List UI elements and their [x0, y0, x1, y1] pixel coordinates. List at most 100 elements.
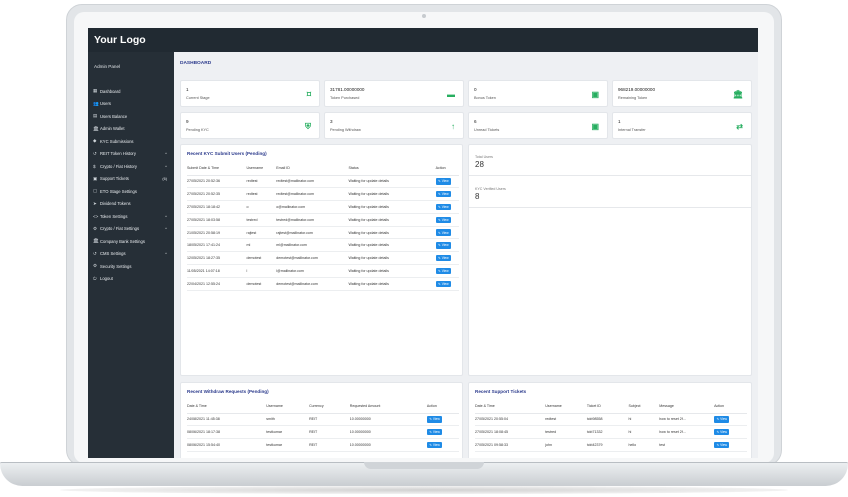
edit-icon: ✎ [438, 268, 442, 273]
ticket-icon: ▣ [93, 175, 98, 181]
edit-icon: ✎ [438, 243, 442, 248]
table-row: 22/04/2021 12:55:24 demotest demotest@mail… [187, 277, 459, 291]
table-row: 24/08/2021 11:45:38 smith REIT 10.00000000 ✎… [187, 413, 459, 427]
stat-card: 1 Internal Transfer ⇄ [612, 112, 752, 139]
view-button[interactable]: ✎ View [435, 229, 452, 236]
chevron-up-icon[interactable]: ^ [165, 226, 167, 232]
view-button-label: View [441, 243, 449, 248]
table-cell: ✎ View [435, 226, 459, 240]
sidebar-item[interactable]: <> Token Settings ^ [93, 210, 173, 223]
sidebar-item[interactable]: ▢ ETO Stage Settings [93, 185, 173, 198]
stat-label: Pending KYC [186, 128, 209, 132]
view-button[interactable]: ✎ View [435, 203, 452, 211]
view-button[interactable]: ✎ View [426, 441, 443, 449]
table-cell: 08/06/2021 15:54:40 [187, 438, 267, 452]
logo[interactable]: Your Logo [94, 34, 146, 46]
sidebar-item[interactable]: 🏛 Admin Wallet [93, 123, 173, 136]
bookmark-icon: ⌑ [306, 90, 311, 99]
column-header: Action [426, 400, 459, 414]
chevron-up-icon[interactable]: ^ [165, 163, 167, 169]
edit-icon: ✎ [716, 442, 721, 447]
view-button[interactable]: ✎ View [435, 242, 452, 249]
table-cell: redtest [246, 187, 277, 202]
exchange-icon: ⇄ [736, 122, 743, 131]
table-cell: ✎ View [426, 413, 459, 427]
summary-divider [469, 207, 751, 208]
sidebar-item-label: ETO Stage Settings [100, 188, 137, 194]
table-row: 27/05/2021 18:18:42 o o@mailinator.com Wait… [187, 200, 459, 214]
sidebar-item[interactable]: ▣ Support Tickets (6) [93, 173, 173, 186]
chevron-up-icon[interactable]: ^ [165, 251, 167, 257]
sidebar-item[interactable]: ↺ REIT Token History ^ [93, 148, 173, 161]
sidebar-item[interactable]: 🏛 Company Bank Settings [93, 235, 173, 248]
sidebar-item[interactable]: $ Crypto / Fiat History ^ [93, 160, 173, 173]
table-cell: REIT [309, 413, 350, 427]
view-button-label: View [720, 417, 727, 422]
edit-icon: ✎ [429, 442, 433, 447]
total-users-value: 28 [475, 160, 484, 169]
table-cell: ml [246, 238, 277, 253]
table-cell: Waiting for update details [348, 238, 436, 253]
table-header-row: Submit Date & Time Username Email ID Status… [187, 162, 459, 176]
view-button[interactable]: ✎ View [435, 254, 452, 262]
table-cell: demotest [246, 251, 277, 266]
sidebar-item[interactable]: ◆ KYC Submissions [93, 135, 173, 148]
sidebar-item[interactable]: ⚙ Security Settings [93, 260, 173, 273]
table-cell: testred [246, 213, 277, 227]
sidebar-menu: ▦ Dashboard 👥 Users ▤ Users Balance 🏛 Admin Wal… [93, 85, 173, 285]
table-row: 27/05/2021 18:03:58 testred testred@mailin… [187, 213, 459, 227]
stat-value: 1 [186, 87, 189, 92]
table-cell: redtest@mailinator.com [276, 175, 349, 189]
view-button-label: View [441, 230, 449, 235]
column-header: Requested Amount [349, 400, 427, 414]
summary-divider [469, 175, 751, 176]
edit-icon: ✎ [438, 192, 442, 197]
sidebar-item[interactable]: 👥 Users [93, 98, 173, 111]
column-header: Ticket ID [586, 400, 629, 414]
sidebar-item[interactable]: ➤ Dividend Tokens [93, 198, 173, 211]
table-cell: Waiting for update details [348, 264, 436, 278]
sidebar-item[interactable]: ⏻ Logout [93, 273, 173, 286]
table-cell: o@mailinator.com [276, 200, 349, 214]
edit-icon: ✎ [716, 417, 721, 422]
view-button[interactable]: ✎ View [435, 280, 452, 287]
table-cell: ✎ View [435, 264, 459, 278]
stat-card: 31781.00000000 Token Purchased ▬ [324, 80, 464, 107]
view-button[interactable]: ✎ View [435, 191, 452, 198]
balance-icon: ▤ [93, 113, 98, 119]
stat-card: 6 Unread Tickets ▣ [468, 112, 608, 139]
table-cell: john [545, 438, 587, 452]
briefcase-icon: ▬ [447, 90, 455, 99]
sidebar-item[interactable]: ▤ Users Balance [93, 110, 173, 123]
table-cell: REIT [309, 438, 350, 452]
table-cell: 21/05/2021 20:58:19 [187, 226, 247, 240]
view-button[interactable]: ✎ View [435, 267, 452, 275]
view-button[interactable]: ✎ View [435, 216, 452, 223]
table-cell: smith [266, 413, 310, 427]
view-button[interactable]: ✎ View [426, 416, 443, 423]
view-button[interactable]: ✎ View [435, 178, 452, 185]
view-button[interactable]: ✎ View [426, 429, 443, 436]
table-cell: rajtest@mailinator.com [276, 226, 349, 240]
view-button[interactable]: ✎ View [714, 429, 730, 436]
bank-icon: 🏛 [93, 125, 99, 131]
chevron-up-icon[interactable]: ^ [165, 213, 167, 219]
sidebar-item[interactable]: ▦ Dashboard [93, 85, 173, 98]
chevron-up-icon[interactable]: ^ [165, 151, 167, 157]
table-cell: redtest [246, 175, 277, 189]
bank-settings-icon: 🏛 [93, 238, 99, 244]
view-button[interactable]: ✎ View [714, 441, 730, 449]
arrow-up-icon: ↑ [451, 122, 455, 131]
view-button[interactable]: ✎ View [714, 416, 730, 423]
power-icon: ⏻ [93, 276, 97, 282]
table-cell: 24/08/2021 11:45:38 [187, 413, 267, 427]
table-cell: hi [628, 413, 660, 427]
table-row: 27/05/2021 18:08:45 testred tckt71332 hi how… [475, 425, 747, 440]
stat-label: Unread Tickets [474, 128, 500, 132]
table-cell: ✎ View [426, 425, 459, 440]
sidebar-item-label: Dashboard [100, 88, 121, 94]
column-header: Message [659, 400, 715, 414]
table-cell: test [659, 438, 715, 452]
sidebar-item[interactable]: ↺ CMS Settings ^ [93, 248, 173, 261]
sidebar-item[interactable]: ⚙ Crypto / Fiat Settings ^ [93, 223, 173, 236]
